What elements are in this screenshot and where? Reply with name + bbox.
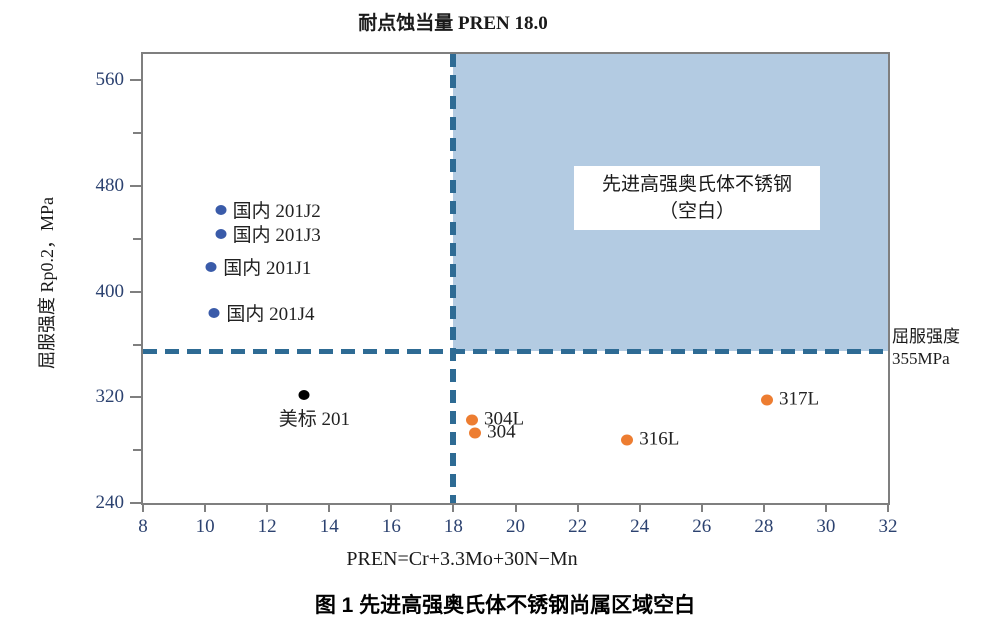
x-tick-mark <box>266 503 269 512</box>
data-point <box>469 427 482 439</box>
data-point-label: 316L <box>639 428 680 450</box>
y-tick-label: 320 <box>95 386 125 408</box>
yield-strength-threshold-label-line2: 355MPa <box>892 349 950 368</box>
y-minor-tick-mark <box>133 237 141 240</box>
y-tick-label: 480 <box>95 175 125 197</box>
blank-region-annotation-line1: 先进高强奥氏体不锈钢 <box>601 174 793 195</box>
x-tick-mark <box>887 503 889 512</box>
plot-area: 先进高强奥氏体不锈钢 （空白） 8 10 12 14 16 18 20 22 24 26 28 30 3… <box>96 52 898 537</box>
x-tick-label: 12 <box>257 516 277 537</box>
figure-caption: 图 1 先进高强奥氏体不锈钢尚属区域空白 <box>314 594 696 617</box>
x-tick-mark <box>700 503 703 512</box>
y-tick-label: 560 <box>95 69 125 91</box>
x-tick-mark <box>452 503 455 512</box>
y-minor-tick-mark <box>133 343 141 346</box>
x-tick-mark <box>576 503 579 512</box>
data-point <box>466 414 479 426</box>
x-tick-mark <box>762 503 765 512</box>
x-tick-mark <box>328 503 331 512</box>
data-point <box>205 261 217 272</box>
x-tick-label: 14 <box>319 516 339 537</box>
data-point-label: 304L <box>484 408 525 430</box>
x-tick-label: 24 <box>630 516 650 537</box>
yield-strength-threshold-label-line1: 屈服强度 <box>892 327 960 346</box>
x-tick-label: 8 <box>138 516 148 537</box>
x-tick-mark <box>204 503 207 512</box>
y-minor-tick-mark <box>133 132 141 135</box>
x-tick-label: 28 <box>754 516 774 537</box>
y-tick-mark <box>130 185 141 188</box>
x-tick-label: 18 <box>443 516 463 537</box>
x-tick-mark <box>638 503 641 512</box>
x-tick-mark <box>142 503 144 512</box>
y-axis-title: 屈服强度 Rp0.2，MPa <box>37 196 57 370</box>
data-point <box>621 434 634 446</box>
x-tick-mark <box>390 503 393 512</box>
x-axis-title: PREN=Cr+3.3Mo+30N−Mn <box>346 548 578 570</box>
x-tick-mark <box>514 503 517 512</box>
x-tick-label: 32 <box>878 516 898 537</box>
chart-title: 耐点蚀当量 PREN 18.0 <box>358 13 548 34</box>
blank-region-annotation-line2: （空白） <box>658 201 736 222</box>
data-point <box>215 228 227 239</box>
yield-strength-threshold-label: 屈服强度 355MPa <box>892 326 960 370</box>
x-tick-label: 16 <box>381 516 401 537</box>
data-point-label: 美标 201 <box>278 408 351 430</box>
y-tick-label: 240 <box>95 492 125 513</box>
y-tick-mark <box>130 290 141 293</box>
yield-threshold-line <box>143 349 888 355</box>
x-tick-label: 30 <box>816 516 836 537</box>
data-point-label: 国内 201J2 <box>232 200 321 222</box>
data-point-label: 304 <box>487 421 516 443</box>
data-point-label: 国内 201J3 <box>232 224 321 246</box>
data-point-label: 317L <box>778 388 820 410</box>
y-tick-mark <box>130 79 141 82</box>
data-point-label: 国内 201J4 <box>226 303 315 325</box>
y-tick-mark <box>130 396 141 399</box>
x-tick-label: 20 <box>506 516 525 537</box>
data-point-label: 国内 201J1 <box>223 257 312 279</box>
x-tick-label: 10 <box>195 516 215 537</box>
y-tick-label: 400 <box>95 280 125 302</box>
data-point <box>215 204 227 215</box>
y-tick-mark <box>130 502 141 504</box>
blank-region-annotation: 先进高强奥氏体不锈钢 （空白） <box>573 166 821 230</box>
pren-threshold-line <box>450 54 457 503</box>
data-point <box>208 307 220 318</box>
x-tick-label: 22 <box>568 516 588 537</box>
data-point <box>760 394 773 406</box>
x-tick-label: 26 <box>692 516 712 537</box>
y-minor-tick-mark <box>133 449 141 452</box>
x-tick-mark <box>824 503 827 512</box>
data-point <box>298 389 310 400</box>
